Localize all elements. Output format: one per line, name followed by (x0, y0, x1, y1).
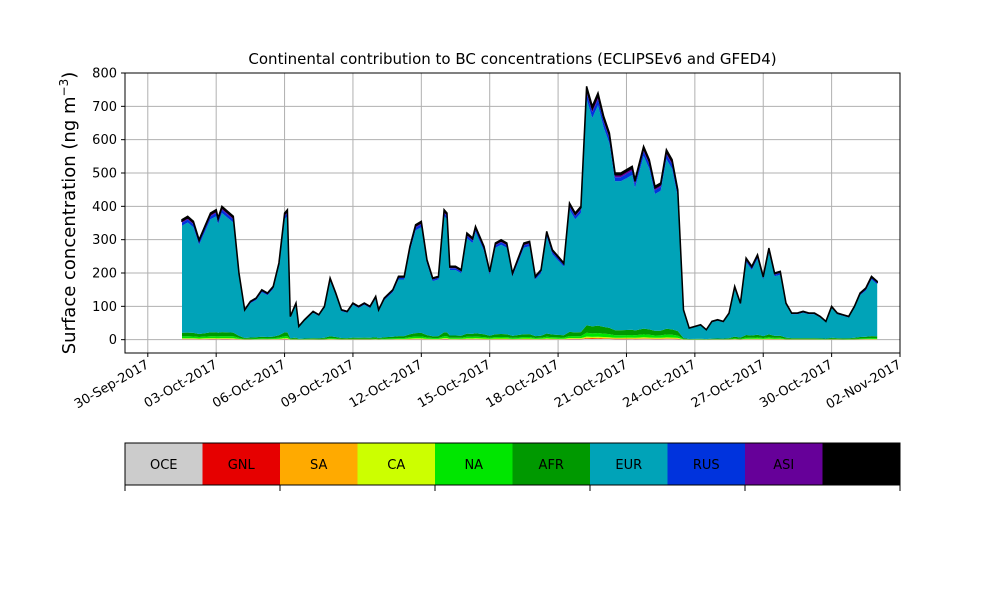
series-area-sa (182, 337, 878, 340)
x-tick-label: 30-Sep-2017 (72, 357, 152, 412)
x-tick-label: 27-Oct-2017 (689, 357, 767, 411)
x-tick-label: 09-Oct-2017 (279, 357, 357, 411)
series-area-afr (182, 325, 878, 340)
series-area-eur (182, 99, 878, 340)
y-axis-label: Surface concentration (ng m−3) (57, 72, 80, 355)
y-tick-label: 600 (92, 133, 117, 148)
y-tick-label: 700 (92, 100, 117, 115)
chart-title: Continental contribution to BC concentra… (248, 50, 776, 68)
legend-label-rus: RUS (693, 458, 720, 473)
legend-label-na: NA (464, 458, 483, 473)
y-tick-label: 0 (109, 333, 117, 348)
legend-swatch-asi (745, 443, 823, 485)
series-area-gnl (182, 338, 878, 340)
legend-swatch-afr (512, 443, 590, 485)
series-area-oce (182, 338, 878, 340)
legend: OCE GNL SA CA NA AFR EUR RUS ASI AUS (124, 442, 901, 491)
legend-swatch-oce (125, 443, 203, 485)
legend-swatch-sa (280, 443, 358, 485)
x-tick-label: 24-Oct-2017 (620, 357, 698, 411)
y-tick-label: 400 (92, 200, 117, 215)
y-axis: 0 100 200 300 400 500 600 700 800 (92, 67, 125, 348)
legend-swatch-rus (667, 443, 745, 485)
plot-frame (124, 72, 901, 354)
y-tick-label: 200 (92, 267, 117, 282)
legend-swatch-aus (822, 443, 900, 485)
series-area-aus (181, 86, 878, 331)
y-axis-label-close: ) (59, 72, 80, 79)
legend-swatch-gnl (202, 443, 280, 485)
x-tick-label: 06-Oct-2017 (210, 357, 288, 411)
y-axis-label-main: Surface concentration (ng m (59, 96, 80, 354)
y-axis-label-sup: −3 (57, 79, 71, 97)
x-tick-label: 12-Oct-2017 (347, 357, 425, 411)
x-tick-label: 03-Oct-2017 (142, 357, 220, 411)
x-tick-label: 02-Nov-2017 (824, 357, 904, 412)
x-axis: 30-Sep-201703-Oct-201706-Oct-201709-Oct-… (72, 353, 904, 412)
y-tick-label: 800 (92, 67, 117, 82)
series-area-na (182, 332, 878, 340)
legend-label-afr: AFR (539, 458, 564, 473)
legend-label-sa: SA (310, 458, 327, 473)
y-tick-label: 500 (92, 167, 117, 182)
x-tick-label: 21-Oct-2017 (552, 357, 630, 411)
legend-label-gnl: GNL (228, 458, 256, 473)
x-tick-label: 15-Oct-2017 (415, 357, 493, 411)
legend-swatch-na (435, 443, 513, 485)
y-tick-label: 100 (92, 300, 117, 315)
legend-swatch-eur (590, 443, 668, 485)
series-layer (181, 86, 878, 340)
legend-frame (124, 442, 901, 486)
legend-label-eur: EUR (615, 458, 642, 473)
legend-label-ca: CA (387, 458, 405, 473)
x-tick-label: 18-Oct-2017 (484, 357, 562, 411)
x-tick-label: 30-Oct-2017 (757, 357, 835, 411)
series-area-ca (182, 336, 878, 340)
legend-label-oce: OCE (150, 458, 178, 473)
legend-swatch-ca (357, 443, 435, 485)
y-tick-label: 300 (92, 233, 117, 248)
legend-label-aus: AUS (848, 458, 875, 473)
legend-label-asi: ASI (773, 458, 794, 473)
